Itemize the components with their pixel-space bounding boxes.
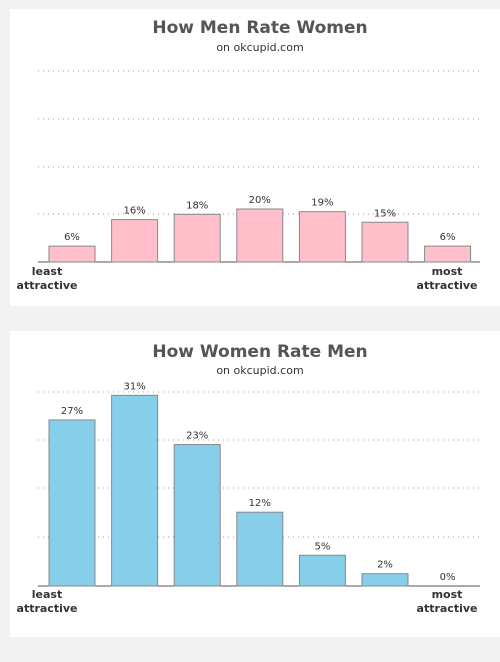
- chart-title: How Women Rate Men: [152, 342, 368, 362]
- x-label-least-line1: least: [31, 265, 63, 278]
- bar-chart-men-rate-women: 6% 16% 18% 20% 19% 15% 6%: [38, 70, 480, 263]
- data-label-4: 20%: [249, 195, 271, 206]
- data-label-3: 23%: [186, 431, 208, 442]
- bar-1: [48, 245, 96, 263]
- x-label-most-line2: attractive: [416, 602, 478, 615]
- data-label-2: 31%: [123, 381, 145, 392]
- x-label-most: most attractive: [407, 265, 487, 293]
- bar-6: [361, 221, 409, 263]
- bar-4: [236, 511, 284, 587]
- x-label-least-line2: attractive: [16, 279, 78, 292]
- data-label-1: 6%: [64, 232, 80, 243]
- x-label-least-line1: least: [31, 588, 63, 601]
- chart-title: How Men Rate Women: [152, 18, 368, 38]
- data-label-7: 0%: [440, 572, 456, 583]
- data-label-6: 15%: [374, 208, 396, 219]
- bar-3: [173, 444, 221, 587]
- x-label-most-line1: most: [431, 265, 463, 278]
- bar-5: [298, 211, 346, 263]
- chart-subtitle: on okcupid.com: [216, 364, 304, 377]
- chart-panel-women-rate-men: How Women Rate Men on okcupid.com 27% 31%…: [10, 331, 500, 637]
- bar-chart-women-rate-men: 27% 31% 23% 12% 5% 2% 0%: [38, 381, 480, 587]
- data-label-1: 27%: [61, 406, 83, 417]
- bar-2: [111, 219, 159, 263]
- bar-3: [173, 213, 221, 263]
- data-label-5: 19%: [311, 198, 333, 209]
- data-label-6: 2%: [377, 560, 393, 571]
- data-label-2: 16%: [123, 206, 145, 217]
- bar-5: [298, 554, 346, 587]
- bar-4: [236, 208, 284, 263]
- bar-6: [361, 573, 409, 587]
- x-label-most-line2: attractive: [416, 279, 478, 292]
- data-label-3: 18%: [186, 200, 208, 211]
- x-label-most: most attractive: [407, 588, 487, 616]
- x-label-least: least attractive: [7, 588, 87, 616]
- x-label-least-line2: attractive: [16, 602, 78, 615]
- bar-7: [424, 245, 472, 263]
- bar-1: [48, 419, 96, 587]
- data-label-4: 12%: [249, 498, 271, 509]
- bar-2: [111, 394, 159, 587]
- chart-panel-men-rate-women: How Men Rate Women on okcupid.com 6% 16% 1…: [10, 9, 500, 306]
- data-label-7: 6%: [440, 232, 456, 243]
- chart-subtitle: on okcupid.com: [216, 41, 304, 54]
- data-label-5: 5%: [314, 541, 330, 552]
- x-label-least: least attractive: [7, 265, 87, 293]
- x-label-most-line1: most: [431, 588, 463, 601]
